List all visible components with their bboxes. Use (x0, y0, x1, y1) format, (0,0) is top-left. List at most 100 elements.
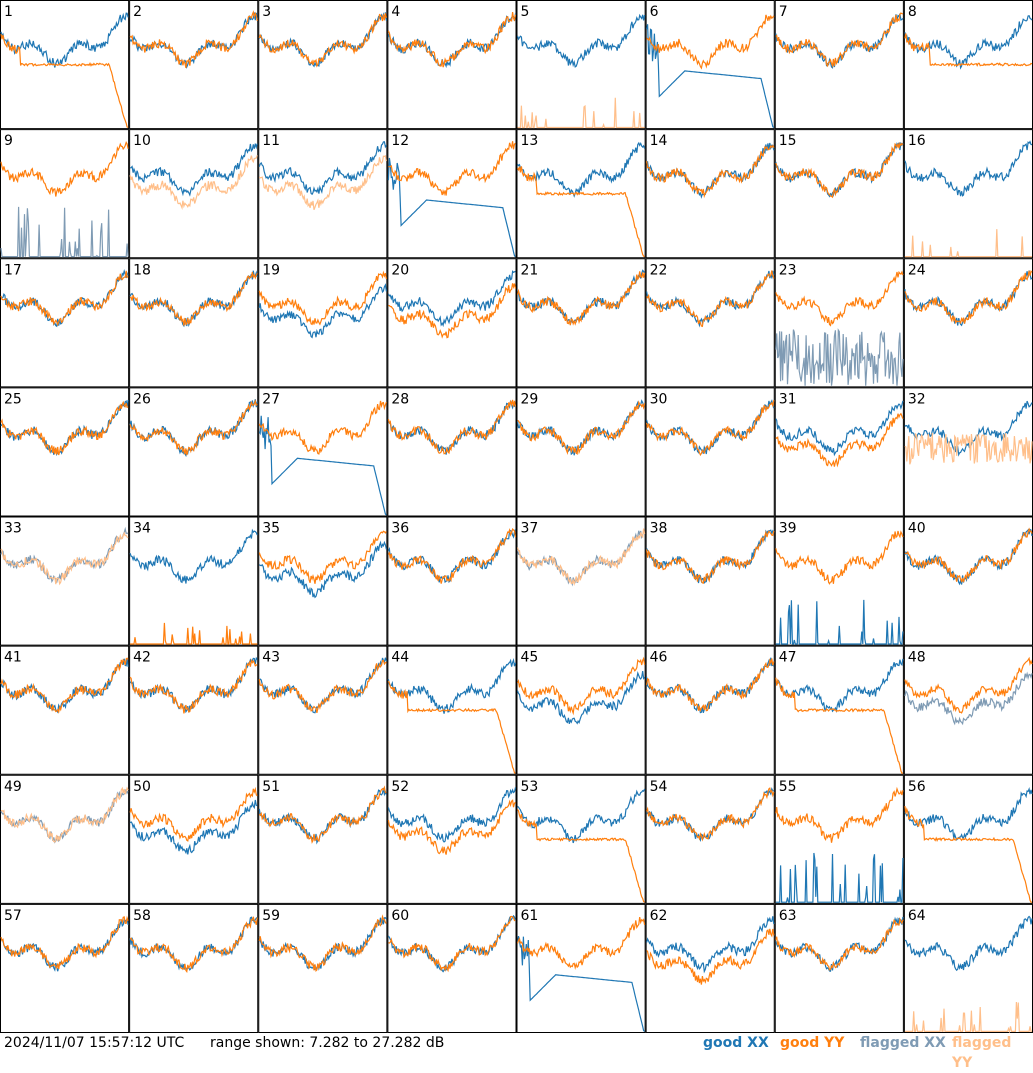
panel-frame (258, 774, 388, 904)
panel-52: 52 (387, 774, 517, 904)
panel-40: 40 (903, 516, 1033, 646)
panel-label: 12 (391, 133, 409, 149)
panel-46: 46 (645, 645, 775, 775)
panel-frame (774, 387, 904, 517)
trace-yy-good (0, 33, 129, 129)
panel-frame (645, 516, 775, 646)
trace-yy-good (904, 527, 1033, 584)
trace-yy-flagged (904, 229, 1032, 258)
panel-frame (387, 903, 517, 1033)
footer: 2024/11/07 15:57:12 UTC range shown: 7.2… (0, 1033, 1033, 1071)
trace-yy-good (0, 915, 129, 970)
panel-frame (774, 903, 904, 1033)
trace-yy-good (388, 283, 517, 339)
trace-yy-good (904, 270, 1033, 325)
panel-frame (645, 903, 775, 1033)
panel-frame (387, 516, 517, 646)
panel-45: 45 (516, 645, 646, 775)
trace-xx-good (516, 670, 646, 725)
trace-xx-good (517, 788, 646, 844)
panel-frame (258, 258, 388, 388)
panel-26: 26 (129, 387, 259, 517)
trace-yy-good (904, 33, 1033, 67)
panel-frame (774, 0, 904, 130)
trace-xx-good (0, 12, 129, 68)
panel-frame (645, 774, 775, 904)
trace-yy-good (258, 530, 387, 584)
trace-yy-good (775, 917, 904, 971)
trace-yy-good (0, 270, 129, 327)
panel-label: 49 (4, 779, 22, 795)
trace-yy-good (775, 12, 904, 68)
panel-37: 37 (516, 516, 646, 646)
trace-xx-good (258, 540, 387, 599)
panel-36: 36 (387, 516, 517, 646)
trace-yy-good (387, 12, 517, 68)
trace-xx-good (775, 658, 904, 714)
panel-label: 54 (650, 779, 668, 795)
panel-frame (645, 258, 775, 388)
panel-63: 63 (774, 903, 904, 1033)
timestamp: 2024/11/07 15:57:12 UTC (4, 1035, 185, 1051)
trace-yy-good (646, 144, 775, 199)
panel-label: 16 (908, 133, 926, 149)
panel-label: 25 (4, 391, 22, 407)
panel-label: 30 (650, 391, 668, 407)
panel-label: 22 (650, 262, 668, 278)
panel-label: 21 (521, 262, 539, 278)
panel-frame (645, 129, 775, 259)
trace-xx-good (387, 787, 517, 843)
panel-frame (0, 774, 130, 904)
panel-frame (129, 903, 259, 1033)
trace-yy-good (129, 916, 258, 974)
panel-label: 56 (908, 779, 926, 795)
panel-label: 14 (650, 133, 668, 149)
trace-yy-good (129, 658, 258, 714)
panel-frame (516, 0, 646, 130)
panel-label: 55 (779, 779, 797, 795)
trace-xx-good (258, 141, 387, 196)
panel-39: 39 (774, 516, 904, 646)
panel-label: 6 (650, 4, 659, 20)
panel-31: 31 (774, 387, 904, 517)
panel-label: 11 (262, 133, 280, 149)
trace-yy-flagged (0, 531, 129, 586)
panel-frame (387, 387, 517, 517)
panel-label: 34 (133, 521, 151, 537)
panel-20: 20 (387, 258, 517, 388)
trace-yy-good (387, 799, 516, 855)
panel-27: 27 (258, 387, 388, 517)
panel-54: 54 (645, 774, 775, 904)
panel-frame (645, 645, 775, 775)
trace-yy-good (129, 271, 258, 326)
trace-xx-good (904, 140, 1033, 197)
panel-57: 57 (0, 903, 130, 1033)
trace-yy-good (258, 914, 387, 973)
trace-yy-good (517, 400, 646, 456)
panel-frame (645, 387, 775, 517)
panel-35: 35 (258, 516, 388, 646)
panel-61: 61 (516, 903, 646, 1033)
trace-yy-good (388, 141, 516, 197)
panel-frame (387, 0, 517, 130)
panel-51: 51 (258, 774, 388, 904)
panel-label: 31 (779, 391, 797, 407)
trace-xx-good (129, 799, 258, 855)
panel-label: 3 (262, 4, 271, 20)
panel-label: 38 (650, 521, 668, 537)
panel-label: 36 (391, 521, 409, 537)
panel-47: 47 (774, 645, 904, 775)
panel-label: 33 (4, 521, 22, 537)
trace-yy-good (387, 399, 517, 455)
trace-xx-good (646, 787, 774, 843)
trace-xx-good (0, 918, 129, 972)
panel-53: 53 (516, 774, 646, 904)
trace-yy-good (516, 271, 646, 326)
panel-label: 44 (391, 650, 409, 666)
panel-55: 55 (774, 774, 904, 904)
panel-label: 32 (908, 391, 926, 407)
trace-xx-good (904, 915, 1033, 972)
panel-label: 8 (908, 4, 917, 20)
panel-3: 3 (258, 0, 388, 130)
